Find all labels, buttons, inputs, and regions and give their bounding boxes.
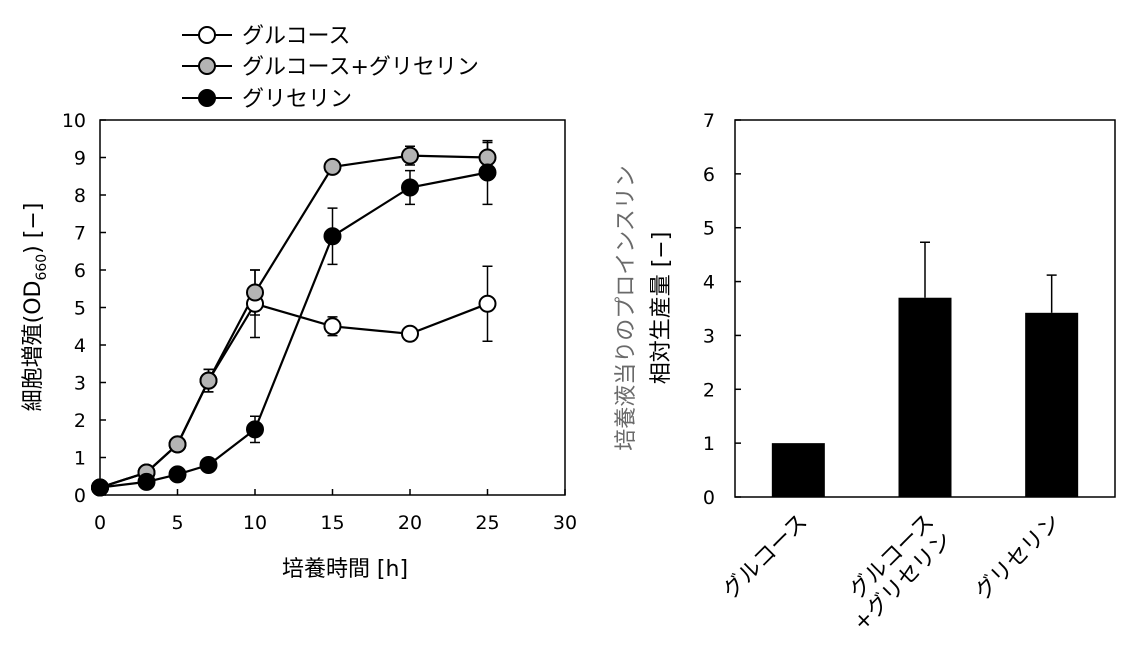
legend-item-glucose-glycerol: グルコース+グリセリン bbox=[182, 55, 479, 80]
data-point-glycerol bbox=[323, 227, 342, 246]
bar-y-axis-label-line2: 相対生産量 [−] bbox=[649, 232, 674, 385]
bar-y-tick-label: 2 bbox=[703, 379, 715, 401]
data-point-glycerol bbox=[199, 456, 218, 474]
series-line-glucose-glycerol bbox=[99, 154, 488, 489]
bar-x-axis: グルコース グルコース+グリセリン グリセリン bbox=[718, 510, 1066, 636]
line-x-tick-label: 15 bbox=[320, 512, 344, 534]
line-series-group bbox=[91, 139, 497, 497]
line-x-tick-label: 20 bbox=[398, 512, 422, 534]
data-point-glucose-glycerol bbox=[168, 435, 187, 454]
series-line-glycerol bbox=[99, 171, 488, 489]
data-point-glucose bbox=[478, 294, 497, 313]
bar-y-tick-label: 6 bbox=[703, 164, 715, 186]
line-y-tick-label: 7 bbox=[74, 223, 86, 245]
bar-y-tick-label: 5 bbox=[703, 218, 715, 240]
data-point-glycerol bbox=[137, 472, 156, 491]
data-point-glucose-glycerol bbox=[323, 157, 342, 176]
line-y-tick-label: 10 bbox=[62, 110, 86, 132]
line-x-axis: 0 5 10 15 20 25 30 bbox=[94, 489, 577, 534]
data-point-glycerol bbox=[168, 465, 187, 484]
bar-y-axis: 0 1 2 3 4 5 6 7 bbox=[703, 110, 741, 509]
data-point-glycerol bbox=[91, 478, 109, 497]
bar-y-tick-label: 0 bbox=[703, 487, 715, 509]
data-point-glycerol bbox=[401, 178, 419, 197]
line-x-tick-label: 10 bbox=[243, 512, 267, 534]
bar-glucose bbox=[771, 443, 825, 497]
line-y-axis-label: 細胞増殖(OD660) [−] bbox=[21, 203, 50, 412]
legend: グルコース グルコース+グリセリン グリセリン bbox=[182, 24, 479, 112]
bar-y-tick-label: 3 bbox=[703, 325, 715, 347]
line-y-tick-label: 2 bbox=[74, 410, 86, 432]
line-y-tick-label: 4 bbox=[74, 335, 86, 357]
data-point-glycerol bbox=[478, 163, 497, 182]
bar-y-tick-label: 1 bbox=[703, 433, 715, 455]
line-x-tick-label: 30 bbox=[553, 512, 577, 534]
data-point-glucose bbox=[323, 317, 342, 336]
line-y-tick-label: 0 bbox=[74, 485, 86, 507]
data-point-glucose-glycerol bbox=[246, 283, 264, 302]
legend-marker-glucose-glycerol bbox=[198, 57, 216, 75]
line-y-axis: 0 1 2 3 4 5 6 7 8 9 10 bbox=[62, 110, 106, 507]
production-bar-chart: 0 1 2 3 4 5 6 7 グルコース グルコース+グリセリン グリセリン 培養液当りのプロイ… bbox=[614, 110, 1116, 636]
legend-label-glycerol: グリセリン bbox=[242, 87, 352, 112]
line-x-axis-label: 培養時間 [h] bbox=[282, 557, 408, 582]
bar-y-axis-label-line1: 培養液当りのプロインスリン bbox=[614, 165, 639, 451]
line-y-tick-label: 3 bbox=[74, 373, 86, 395]
data-point-glucose-glycerol bbox=[199, 371, 218, 390]
bar-category-label: グリセリン bbox=[970, 510, 1065, 605]
bar-category-label: グルコース bbox=[718, 510, 812, 604]
bar-glucose-glycerol bbox=[898, 297, 952, 497]
line-y-tick-label: 1 bbox=[74, 448, 86, 470]
line-x-tick-label: 25 bbox=[475, 512, 499, 534]
bar-series-group bbox=[771, 241, 1079, 497]
bar-glycerol bbox=[1025, 312, 1079, 497]
data-point-glucose-glycerol bbox=[401, 146, 419, 165]
line-x-tick-label: 5 bbox=[171, 512, 183, 534]
bar-y-tick-label: 7 bbox=[703, 110, 715, 132]
legend-item-glycerol: グリセリン bbox=[182, 87, 352, 112]
legend-label-glucose: グルコース bbox=[242, 24, 350, 49]
legend-label-glucose-glycerol: グルコース+グリセリン bbox=[242, 55, 479, 80]
line-y-tick-label: 8 bbox=[74, 185, 86, 207]
bar-y-tick-label: 4 bbox=[703, 272, 715, 294]
line-y-tick-label: 9 bbox=[74, 148, 86, 170]
data-point-glucose-glycerol bbox=[478, 148, 497, 167]
line-y-tick-label: 5 bbox=[74, 298, 86, 320]
legend-item-glucose: グルコース bbox=[182, 24, 350, 49]
data-point-glucose bbox=[401, 324, 419, 343]
growth-line-chart: グルコース グルコース+グリセリン グリセリン 0 1 2 3 4 5 6 7 8 9 10 0 5 1… bbox=[21, 24, 577, 582]
legend-marker-glucose bbox=[198, 26, 216, 44]
line-x-tick-label: 0 bbox=[94, 512, 106, 534]
line-y-tick-label: 6 bbox=[74, 260, 86, 282]
legend-marker-glycerol bbox=[198, 89, 216, 107]
data-point-glycerol bbox=[246, 420, 264, 439]
